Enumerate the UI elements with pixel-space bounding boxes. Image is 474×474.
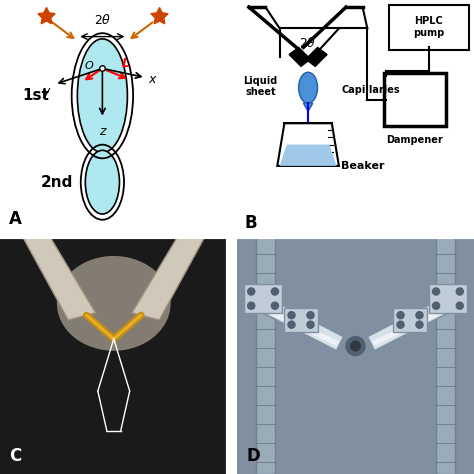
Polygon shape xyxy=(132,237,205,320)
Circle shape xyxy=(346,337,365,356)
Ellipse shape xyxy=(85,150,119,214)
Circle shape xyxy=(416,321,423,328)
Circle shape xyxy=(288,312,295,319)
Bar xyxy=(256,237,275,474)
Circle shape xyxy=(456,288,463,295)
Polygon shape xyxy=(372,301,460,346)
Text: x: x xyxy=(149,73,156,86)
Polygon shape xyxy=(289,47,310,66)
Ellipse shape xyxy=(57,256,171,351)
Ellipse shape xyxy=(299,72,318,103)
Circle shape xyxy=(288,321,295,328)
Polygon shape xyxy=(277,123,339,166)
Circle shape xyxy=(416,312,423,319)
Text: O: O xyxy=(84,61,93,71)
Circle shape xyxy=(397,312,404,319)
Circle shape xyxy=(271,288,279,295)
Text: z: z xyxy=(99,125,106,138)
Text: $2\theta$: $2\theta$ xyxy=(300,36,317,50)
Polygon shape xyxy=(280,145,337,166)
FancyBboxPatch shape xyxy=(389,5,469,50)
Text: 1st: 1st xyxy=(23,88,50,103)
Text: y: y xyxy=(42,85,49,98)
Circle shape xyxy=(247,288,255,295)
Circle shape xyxy=(351,341,360,351)
Circle shape xyxy=(271,302,279,310)
Bar xyxy=(436,237,455,474)
FancyBboxPatch shape xyxy=(384,73,446,126)
Text: $2\theta$: $2\theta$ xyxy=(94,13,111,27)
Text: Capillaries: Capillaries xyxy=(341,85,400,95)
Text: D: D xyxy=(246,447,260,465)
Text: 2nd: 2nd xyxy=(41,175,73,190)
Ellipse shape xyxy=(77,39,128,153)
Polygon shape xyxy=(306,47,327,66)
Text: C: C xyxy=(9,447,21,465)
Bar xyxy=(244,284,282,313)
Circle shape xyxy=(397,321,404,328)
Polygon shape xyxy=(251,301,339,346)
Circle shape xyxy=(247,302,255,310)
Text: Liquid
sheet: Liquid sheet xyxy=(244,76,278,97)
Circle shape xyxy=(307,321,314,328)
Polygon shape xyxy=(303,103,313,111)
Circle shape xyxy=(432,288,440,295)
Polygon shape xyxy=(23,237,96,320)
Text: Dampener: Dampener xyxy=(386,135,443,145)
Bar xyxy=(429,284,467,313)
Bar xyxy=(393,308,427,332)
Text: Beaker: Beaker xyxy=(341,161,385,171)
Text: HPLC
pump: HPLC pump xyxy=(413,17,445,38)
Circle shape xyxy=(432,302,440,310)
Bar xyxy=(284,308,318,332)
Text: B: B xyxy=(244,214,257,232)
Text: A: A xyxy=(9,210,22,228)
Polygon shape xyxy=(367,289,467,351)
Circle shape xyxy=(307,312,314,319)
Text: L: L xyxy=(122,56,130,70)
Polygon shape xyxy=(244,289,344,351)
Circle shape xyxy=(456,302,463,310)
